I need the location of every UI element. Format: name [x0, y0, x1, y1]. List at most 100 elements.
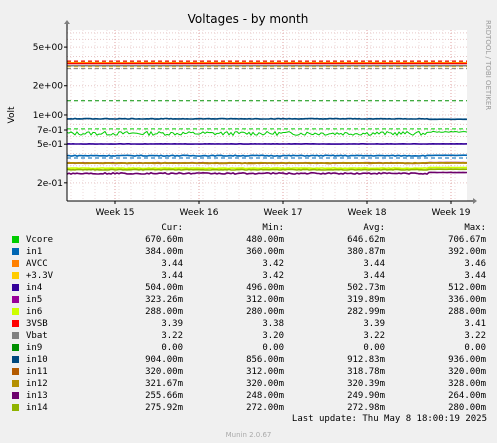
- legend-max: 512.00m: [448, 283, 486, 293]
- y-tick-labels: 5e+00 2e+00 1e+00 7e-01 5e-01 2e-01: [33, 43, 67, 189]
- legend-label: in6: [26, 307, 43, 317]
- legend-label: in4: [26, 283, 43, 293]
- legend-swatch: [12, 332, 19, 339]
- y-tick-label: 7e-01: [37, 126, 63, 136]
- legend-max: 336.00m: [448, 295, 486, 305]
- legend-swatch: [12, 380, 19, 387]
- legend-min: 856.00m: [246, 355, 284, 365]
- series-line-Vcore: [66, 130, 468, 137]
- legend-max: 936.00m: [448, 355, 486, 365]
- legend-row: in12 321.67m 320.00m 320.39m 328.00m: [12, 378, 487, 390]
- legend-row: 3VSB 3.39 3.38 3.39 3.41: [12, 318, 487, 330]
- legend-cur: 3.44: [161, 271, 183, 281]
- legend-max: 706.67m: [448, 235, 486, 245]
- chart-title: Voltages - by month: [188, 12, 309, 26]
- legend-row: in13 255.66m 248.00m 249.90m 264.00m: [12, 390, 487, 402]
- legend-min: 496.00m: [246, 283, 284, 293]
- legend-max: 288.00m: [448, 307, 486, 317]
- legend-swatch: [12, 344, 19, 351]
- legend-swatch: [12, 260, 19, 267]
- legend-row: in1 384.00m 360.00m 380.87m 392.00m: [12, 246, 487, 258]
- legend-swatch: [12, 236, 19, 243]
- legend-label: in9: [26, 343, 43, 353]
- legend-row: +3.3V 3.44 3.42 3.44 3.44: [12, 270, 487, 282]
- y-axis-arrow: [64, 20, 70, 24]
- series-lines: [66, 62, 468, 175]
- x-tick-label: Week 16: [180, 208, 219, 218]
- legend-max: 3.44: [464, 271, 486, 281]
- legend-min: 0.00: [262, 343, 284, 353]
- legend-row: in9 0.00 0.00 0.00 0.00: [12, 342, 487, 354]
- series-line-in12: [66, 161, 468, 165]
- legend-min: 3.38: [262, 319, 284, 329]
- legend-avg: 319.89m: [347, 295, 385, 305]
- legend-cur: 3.22: [161, 331, 183, 341]
- legend-max: 3.46: [464, 259, 486, 269]
- legend-label: in11: [26, 367, 48, 377]
- y-tick-label: 5e+00: [33, 43, 64, 53]
- legend-row: in10 904.00m 856.00m 912.83m 936.00m: [12, 354, 487, 366]
- legend-row: Vcore 670.60m 480.00m 646.62m 706.67m: [12, 234, 487, 246]
- series-line-in13: [66, 171, 468, 175]
- legend-cur: 3.39: [161, 319, 183, 329]
- legend-swatch: [12, 296, 19, 303]
- legend-max: 320.00m: [448, 367, 486, 377]
- axes: [64, 20, 477, 204]
- legend-min: 248.00m: [246, 391, 284, 401]
- legend-min: 272.00m: [246, 403, 284, 413]
- legend-min: 312.00m: [246, 295, 284, 305]
- legend-swatch: [12, 248, 19, 255]
- legend-cur: 904.00m: [145, 355, 183, 365]
- legend-label: in14: [26, 403, 48, 413]
- legend-max: 3.41: [464, 319, 486, 329]
- legend-cur: 323.26m: [145, 295, 183, 305]
- legend-cur: 288.00m: [145, 307, 183, 317]
- legend-min: 3.20: [262, 331, 284, 341]
- legend-min: 3.42: [262, 259, 284, 269]
- legend-min: 320.00m: [246, 379, 284, 389]
- legend-label: in1: [26, 247, 43, 257]
- legend-swatch: [12, 272, 19, 279]
- legend-avg: 3.44: [363, 271, 385, 281]
- legend-row: in5 323.26m 312.00m 319.89m 336.00m: [12, 294, 487, 306]
- legend-min: 3.42: [262, 271, 284, 281]
- x-tick-label: Week 17: [264, 208, 303, 218]
- legend-table: Cur: Min: Avg: Max: Vcore 670.60m 480.00m 6…: [12, 222, 487, 414]
- legend-avg: 282.99m: [347, 307, 385, 317]
- legend-avg: 249.90m: [347, 391, 385, 401]
- plot-background: [67, 30, 467, 201]
- legend-label: in10: [26, 355, 48, 365]
- legend-swatch: [12, 356, 19, 363]
- header-avg: Avg:: [363, 223, 385, 233]
- legend-label: Vcore: [26, 235, 54, 245]
- series-line-in14: [66, 168, 468, 171]
- legend-label: 3VSB: [26, 319, 48, 329]
- legend-max: 3.22: [464, 331, 486, 341]
- header-max: Max:: [464, 223, 486, 233]
- legend-label: in5: [26, 295, 43, 305]
- legend-cur: 0.00: [161, 343, 183, 353]
- x-tick-labels: Week 15 Week 16 Week 17 Week 18 Week 19: [96, 201, 471, 218]
- legend-swatch: [12, 368, 19, 375]
- x-tick-label: Week 18: [348, 208, 387, 218]
- header-cur: Cur:: [161, 223, 183, 233]
- legend-row: AVCC 3.44 3.42 3.44 3.46: [12, 258, 487, 270]
- rrdtool-credit: RRDTOOL / TOBI OETIKER: [484, 20, 492, 110]
- last-update: Last update: Thu May 8 18:00:19 2025: [291, 414, 487, 424]
- series-line-in10: [67, 117, 468, 121]
- legend-max: 264.00m: [448, 391, 486, 401]
- legend-cur: 3.44: [161, 259, 183, 269]
- series-line-in1: [66, 154, 468, 157]
- legend-swatch: [12, 392, 19, 399]
- legend-row: in4 504.00m 496.00m 502.73m 512.00m: [12, 282, 487, 294]
- legend-cur: 275.92m: [145, 403, 183, 413]
- legend-avg: 380.87m: [347, 247, 385, 257]
- legend-swatch: [12, 308, 19, 315]
- legend-avg: 272.98m: [347, 403, 385, 413]
- legend-label: Vbat: [26, 331, 48, 341]
- x-tick-label: Week 15: [96, 208, 135, 218]
- y-tick-label: 2e-01: [37, 179, 63, 189]
- legend-row: in6 288.00m 280.00m 282.99m 288.00m: [12, 306, 487, 318]
- legend-min: 280.00m: [246, 307, 284, 317]
